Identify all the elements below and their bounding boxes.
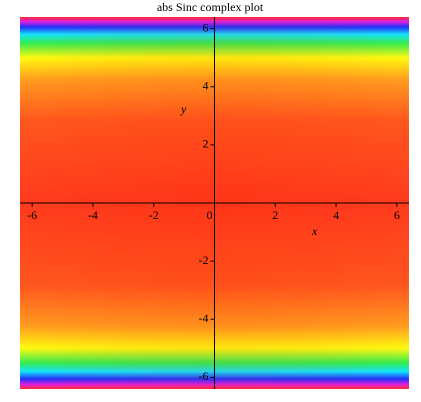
x-tick-label: 2	[272, 208, 278, 222]
chart-title: abs Sinc complex plot	[157, 0, 264, 14]
y-axis-label: y	[180, 102, 187, 116]
y-tick-label: -6	[199, 369, 209, 383]
y-tick-label: 4	[203, 79, 209, 93]
y-tick-label: 6	[203, 20, 209, 34]
x-tick-label: 4	[333, 208, 339, 222]
x-tick-label: -2	[149, 208, 159, 222]
y-tick-label: 2	[203, 137, 209, 151]
x-axis-label: x	[311, 224, 318, 238]
x-tick-label: 0	[207, 208, 213, 222]
x-tick-label: -4	[88, 208, 98, 222]
x-tick-label: 6	[394, 208, 400, 222]
y-tick-label: -4	[199, 311, 209, 325]
y-tick-label: -2	[199, 253, 209, 267]
x-tick-label: -6	[27, 208, 37, 222]
